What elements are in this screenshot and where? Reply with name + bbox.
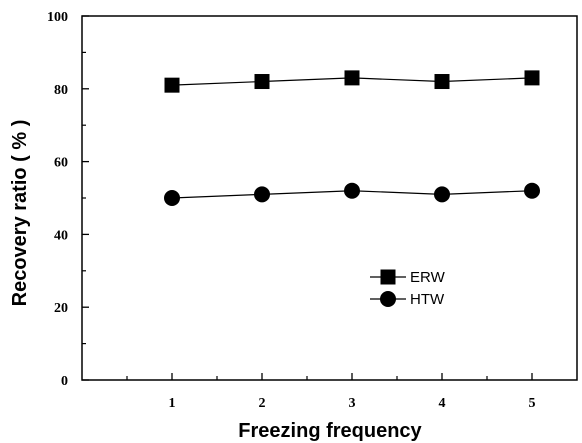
x-tick-label: 1 [169, 396, 176, 411]
y-tick-label: 0 [61, 374, 68, 389]
data-point [164, 190, 180, 206]
data-point [524, 70, 540, 86]
legend-label: ERW [410, 269, 446, 286]
legend-label: HTW [410, 291, 445, 308]
data-point [254, 186, 270, 203]
series-erw [164, 70, 540, 93]
x-tick-label: 3 [349, 396, 356, 411]
y-tick-label: 20 [54, 301, 68, 316]
legend-marker [380, 269, 396, 285]
data-point [164, 77, 180, 93]
data-point [434, 186, 450, 203]
axes [81, 15, 578, 381]
x-tick-label: 5 [529, 396, 536, 411]
y-axis-title: Recovery ratio ( % ) [9, 120, 31, 307]
y-tick-label: 80 [54, 83, 68, 98]
x-axis-title: Freezing frequency [238, 420, 422, 442]
legend-marker [380, 291, 396, 307]
data-point [524, 182, 540, 199]
data-point [344, 70, 360, 86]
series-layer [164, 70, 540, 206]
plot-frame [81, 15, 578, 381]
y-tick-label: 40 [54, 228, 68, 243]
y-tick-label: 60 [54, 156, 68, 171]
y-tick-label: 100 [47, 10, 68, 25]
legend: ERW HTW [370, 269, 446, 308]
x-tick-label: 4 [439, 396, 446, 411]
ticks: 0 20 40 60 80 100 1 2 3 4 5 [47, 10, 536, 411]
data-point [434, 74, 450, 90]
series-htw [164, 182, 540, 206]
data-point [344, 182, 360, 199]
data-point [254, 74, 270, 90]
x-tick-label: 2 [259, 396, 266, 411]
